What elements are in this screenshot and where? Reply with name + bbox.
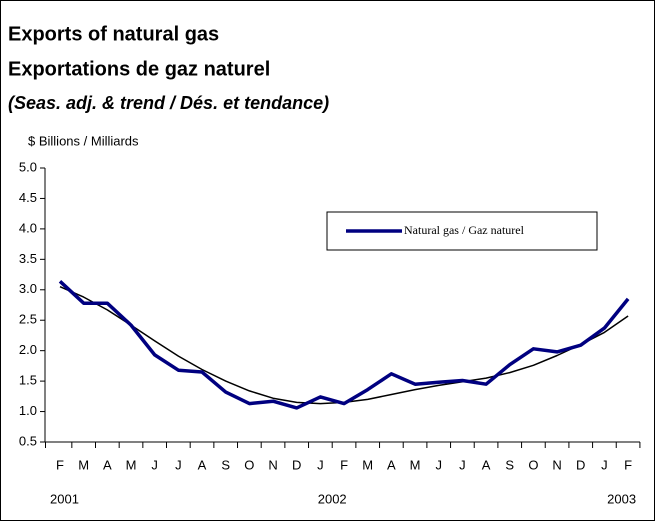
x-tick-label: M [126, 457, 137, 472]
y-axis-label: $ Billions / Milliards [28, 133, 139, 148]
x-tick-label: J [151, 457, 158, 472]
y-tick-label: 3.0 [19, 281, 37, 296]
x-tick-label: A [103, 457, 112, 472]
x-tick-label: D [292, 457, 301, 472]
y-tick-label: 5.0 [19, 159, 37, 174]
x-tick-label: A [387, 457, 396, 472]
year-label: 2003 [607, 491, 636, 506]
y-tick-label: 1.0 [19, 403, 37, 418]
series-line [58, 280, 630, 410]
chart-note: (Seas. adj. & trend / Dés. et tendance) [8, 93, 329, 113]
x-tick-label: M [410, 457, 421, 472]
x-tick-label: J [175, 457, 182, 472]
x-tick-label: M [362, 457, 373, 472]
y-tick-label: 4.5 [19, 190, 37, 205]
y-tick-label: 2.5 [19, 312, 37, 327]
x-tick-label: O [528, 457, 538, 472]
x-tick-label: F [624, 457, 632, 472]
x-tick-label: A [198, 457, 207, 472]
chart-title: Exports of natural gas [8, 23, 219, 45]
x-tick-label: F [56, 457, 64, 472]
y-tick-label: 4.0 [19, 220, 37, 235]
x-tick-label: J [459, 457, 466, 472]
x-tick-label: O [244, 457, 254, 472]
x-tick-label: M [78, 457, 89, 472]
y-tick-label: 1.5 [19, 373, 37, 388]
year-label: 2001 [50, 491, 79, 506]
x-tick-label: A [482, 457, 491, 472]
legend-label: Natural gas / Gaz naturel [404, 223, 525, 237]
y-tick-label: 3.5 [19, 251, 37, 266]
y-tick-label: 0.5 [19, 433, 37, 448]
x-tick-label: J [317, 457, 324, 472]
x-tick-label: J [435, 457, 442, 472]
x-tick-label: N [552, 457, 561, 472]
x-tick-label: F [340, 457, 348, 472]
year-label: 2002 [318, 491, 347, 506]
x-tick-label: J [601, 457, 608, 472]
x-tick-label: S [221, 457, 230, 472]
x-tick-label: N [268, 457, 277, 472]
y-tick-label: 2.0 [19, 342, 37, 357]
chart-subtitle: Exportations de gaz naturel [8, 58, 270, 80]
x-tick-label: D [576, 457, 585, 472]
x-tick-label: S [505, 457, 514, 472]
